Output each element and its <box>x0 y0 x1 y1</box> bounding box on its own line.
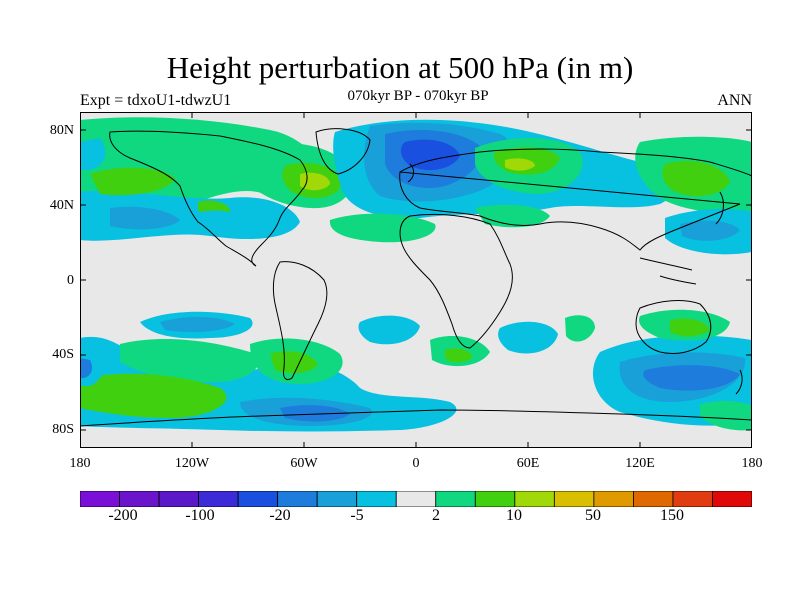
colorbar-swatch <box>435 491 476 507</box>
contour-lightblue-npac <box>680 220 740 241</box>
colorbar-swatch <box>237 491 279 507</box>
contour-lightblue-sp1 <box>160 316 235 332</box>
colorbar-label-minus200: -200 <box>108 507 138 524</box>
colorbar-label-50: 50 <box>585 507 601 524</box>
coast-australia <box>635 300 712 355</box>
coast-north-america <box>109 130 308 267</box>
colorbar-swatch <box>80 491 120 507</box>
map-frame <box>80 112 752 448</box>
colorbar-label-minus100: -100 <box>185 507 215 524</box>
contour-blue-antarctic <box>280 405 350 422</box>
lon-label-60e: 60E <box>516 456 540 471</box>
map-title: Height perturbation at 500 hPa (in m) <box>166 50 634 85</box>
colorbar-swatch <box>119 491 160 507</box>
contour-green-africa <box>329 213 436 243</box>
contour-blue-aus <box>643 365 740 391</box>
coast-nz <box>735 369 743 395</box>
map-panel <box>80 112 752 448</box>
coastlines <box>80 128 752 427</box>
colorbar-swatch <box>316 491 358 507</box>
contour-cyan-sind <box>498 321 558 354</box>
contour-green-sind <box>565 315 595 342</box>
coast-greenland <box>315 128 371 175</box>
contour-blue-na <box>110 206 180 230</box>
coast-africa <box>399 213 513 349</box>
colorbar-swatch <box>712 491 752 507</box>
coast-europe-asia <box>399 148 752 251</box>
colorbar-swatch <box>633 491 674 507</box>
contour-lime-ssa <box>445 348 472 363</box>
lon-label-60w: 60W <box>290 456 318 471</box>
lon-label-0: 0 <box>412 456 420 471</box>
contour-green-sp2 <box>120 338 259 383</box>
contour-lime-aus <box>670 318 710 337</box>
coast-south-america <box>272 261 328 381</box>
colorbar-swatch <box>198 491 239 507</box>
lat-label-0: 0 <box>67 273 74 288</box>
lon-label-180e: 180 <box>741 456 763 471</box>
colorbar-label-10: 10 <box>506 507 522 524</box>
colorbar-swatch <box>277 491 318 507</box>
contour-green-arabia <box>475 204 550 228</box>
colorbar <box>80 491 752 507</box>
coast-uk <box>407 163 415 183</box>
lat-label-40s: 40S <box>52 347 74 362</box>
contour-cyan-sa <box>358 315 420 345</box>
lat-label-80n: 80N <box>49 123 74 138</box>
contour-lime-sp3 <box>270 351 318 374</box>
contour-blue-sw <box>80 358 92 378</box>
lat-label-80s: 80S <box>52 422 74 437</box>
map-subtitle: 070kyr BP - 070kyr BP <box>347 88 489 104</box>
colorbar-label-2: 2 <box>432 507 440 524</box>
colorbar-swatch <box>158 491 199 507</box>
contour-map <box>80 112 752 448</box>
contour-cyan-nw <box>80 138 106 170</box>
contour-green-se <box>700 400 752 431</box>
experiment-label: Expt = tdxoU1-tdwzU1 <box>80 92 232 109</box>
colorbar-swatch <box>593 491 634 507</box>
coast-japan <box>715 191 724 225</box>
lon-label-180w: 180 <box>69 456 91 471</box>
colorbar-swatch <box>672 491 713 507</box>
colorbar-swatch <box>395 491 437 507</box>
lon-label-120e: 120E <box>625 456 655 471</box>
contour-lime-sp2 <box>80 373 227 418</box>
contour-lime-pac <box>90 167 175 196</box>
colorbar-label-minus5: -5 <box>350 507 364 524</box>
season-label: ANN <box>717 92 752 109</box>
contour-lime-asia <box>662 160 730 197</box>
lon-label-120w: 120W <box>174 456 210 471</box>
contour-darkblue-europe <box>400 139 460 171</box>
coast-antarctica <box>80 409 752 427</box>
contour-yellow-siberia <box>505 158 535 171</box>
colorbar-swatch <box>474 491 516 507</box>
colorbar-swatch <box>553 491 595 507</box>
contour-cyan-mid <box>200 210 240 228</box>
colorbar-swatch <box>356 491 397 507</box>
lat-label-40n: 40N <box>49 198 74 213</box>
colorbar-swatch <box>514 491 555 507</box>
colorbar-label-minus20: -20 <box>269 507 291 524</box>
colorbar-label-150: 150 <box>660 507 684 524</box>
coast-indonesia <box>639 257 697 285</box>
